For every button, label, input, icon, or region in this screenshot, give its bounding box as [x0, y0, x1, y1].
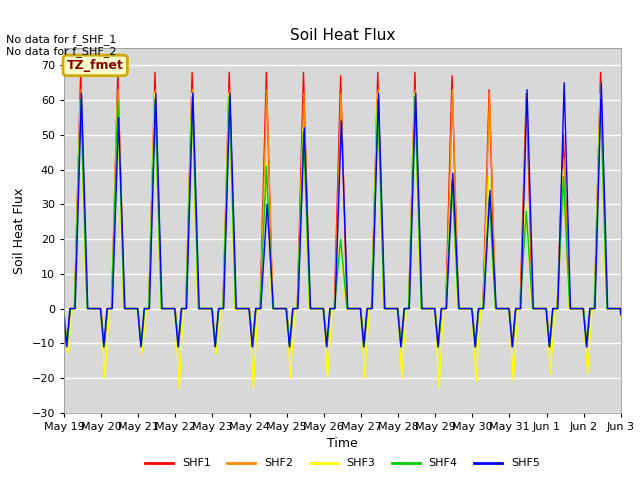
Text: No data for f_SHF_1
No data for f_SHF_2: No data for f_SHF_1 No data for f_SHF_2: [6, 34, 117, 57]
SHF1: [274, 306, 282, 312]
SHF3: [151, 90, 159, 96]
SHF3: [124, 306, 131, 312]
SHF5: [606, 306, 614, 312]
Text: TZ_fmet: TZ_fmet: [67, 59, 124, 72]
SHF1: [298, 125, 306, 131]
SHF5: [298, 194, 306, 200]
SHF5: [617, 312, 625, 318]
Line: SHF2: SHF2: [64, 83, 621, 347]
SHF3: [606, 306, 614, 312]
SHF5: [63, 344, 70, 349]
Line: SHF1: SHF1: [64, 72, 621, 347]
Line: SHF5: SHF5: [64, 83, 621, 347]
SHF2: [606, 306, 614, 312]
SHF5: [60, 314, 68, 320]
SHF2: [546, 340, 554, 346]
SHF4: [188, 94, 196, 99]
SHF4: [617, 308, 625, 313]
SHF2: [274, 306, 282, 312]
X-axis label: Time: Time: [327, 437, 358, 450]
SHF2: [124, 306, 132, 312]
SHF2: [63, 344, 71, 349]
SHF3: [175, 385, 183, 391]
SHF2: [597, 80, 605, 85]
Y-axis label: Soil Heat Flux: Soil Heat Flux: [13, 187, 26, 274]
SHF2: [157, 274, 164, 279]
SHF1: [77, 70, 84, 75]
SHF2: [617, 308, 625, 313]
SHF2: [60, 310, 68, 316]
SHF4: [60, 310, 68, 316]
SHF4: [606, 306, 614, 312]
SHF1: [617, 308, 625, 313]
SHF1: [547, 337, 554, 343]
SHF3: [617, 314, 625, 320]
SHF4: [298, 170, 306, 176]
SHF4: [157, 288, 164, 293]
SHF1: [124, 306, 132, 312]
SHF4: [547, 337, 554, 343]
SHF3: [547, 369, 554, 375]
SHF1: [157, 292, 164, 298]
SHF1: [60, 310, 68, 316]
SHF4: [274, 306, 282, 312]
SHF5: [157, 261, 164, 267]
SHF3: [298, 159, 306, 165]
Legend: SHF1, SHF2, SHF3, SHF4, SHF5: SHF1, SHF2, SHF3, SHF4, SHF5: [141, 454, 544, 473]
SHF4: [63, 344, 71, 349]
SHF3: [274, 306, 282, 312]
SHF3: [157, 306, 164, 312]
Line: SHF4: SHF4: [64, 96, 621, 347]
SHF1: [63, 344, 71, 349]
Line: SHF3: SHF3: [64, 93, 621, 388]
SHF5: [124, 306, 132, 312]
SHF4: [124, 306, 132, 312]
SHF1: [606, 306, 614, 312]
SHF2: [298, 160, 306, 166]
Title: Soil Heat Flux: Soil Heat Flux: [290, 28, 395, 43]
SHF3: [60, 313, 68, 319]
SHF5: [274, 306, 282, 312]
SHF5: [546, 336, 554, 341]
SHF5: [561, 80, 568, 85]
